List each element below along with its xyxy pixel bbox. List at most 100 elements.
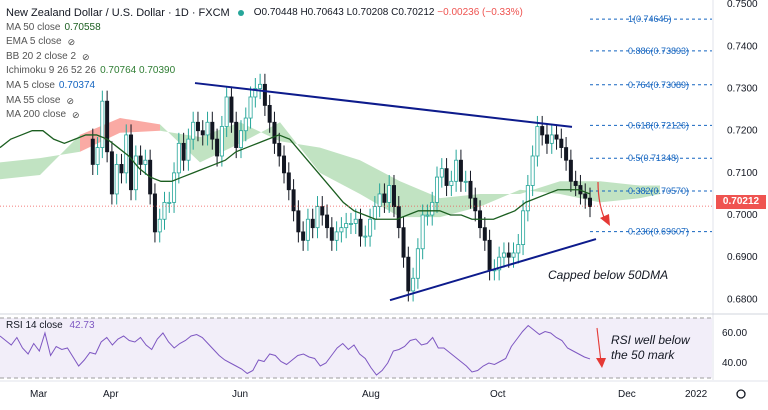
candle-body <box>191 121 196 140</box>
indicator-row[interactable]: MA 55 close ⊘ <box>6 94 523 109</box>
candle-body <box>200 130 205 136</box>
lower-trendline <box>389 238 597 302</box>
chart-legend: New Zealand Dollar / U.S. Dollar · 1D · … <box>6 6 523 123</box>
indicator-row[interactable]: Ichimoku 9 26 52 26 0.70764 0.70390 <box>6 64 523 79</box>
fib-level-label: 0.764(0.73089) <box>628 80 689 90</box>
candle-body <box>401 227 406 258</box>
legend-title-row: New Zealand Dollar / U.S. Dollar · 1D · … <box>6 6 523 21</box>
candle-body <box>430 201 435 216</box>
rsi-arrow-head-icon <box>596 358 606 368</box>
candle-body <box>238 130 243 148</box>
candle-body <box>439 168 444 178</box>
ichimoku-cloud-segment <box>600 181 640 203</box>
candle-body <box>358 218 363 237</box>
candle-body <box>234 121 239 148</box>
y-tick-label: 0.7100 <box>727 168 758 179</box>
indicator-row[interactable]: MA 5 close 0.70374 <box>6 79 523 94</box>
indicator-label: MA 5 close <box>6 79 55 91</box>
candle-body <box>425 214 430 217</box>
candle-body <box>277 142 282 157</box>
ichimoku-cloud-segment <box>640 185 660 199</box>
candle-body <box>95 147 100 165</box>
ohlc-readout: O0.70448 H0.70643 L0.70208 C0.70212 −0.0… <box>254 6 523 21</box>
indicator-row[interactable]: BB 20 2 close 2 ⊘ <box>6 50 523 65</box>
candle-body <box>325 214 330 229</box>
ohlc-change: −0.00236 (−0.33%) <box>437 7 523 18</box>
hidden-eye-icon[interactable]: ⊘ <box>66 95 75 106</box>
candle-body <box>258 83 263 89</box>
candle-body <box>305 218 310 241</box>
candle-body <box>138 155 143 165</box>
candle-body <box>554 134 559 140</box>
indicator-value: 0.70764 0.70390 <box>100 65 176 77</box>
y-tick-label: 0.7300 <box>727 84 758 95</box>
ichimoku-cloud-segment <box>40 134 80 175</box>
rsi-legend: RSI 14 close 42.73 <box>6 320 95 331</box>
indicator-label: Ichimoku 9 26 52 26 <box>6 65 97 77</box>
candle-body <box>530 155 535 186</box>
candle-body <box>186 138 191 161</box>
ichimoku-cloud-segment <box>520 181 560 194</box>
ichimoku-cloud-segment <box>320 147 360 194</box>
x-tick-label: Oct <box>490 389 506 400</box>
candle-body <box>248 96 253 119</box>
candle-body <box>468 180 473 199</box>
ichimoku-cloud-segment <box>280 122 320 173</box>
candle-body <box>296 210 301 233</box>
fib-level-label: 0.886(0.73893) <box>628 46 689 56</box>
candle-body <box>215 138 220 157</box>
candle-body <box>458 159 463 182</box>
ma50-line <box>0 130 591 220</box>
hidden-eye-icon[interactable]: ⊘ <box>72 110 80 121</box>
rsi-line <box>0 324 591 376</box>
candle-body <box>506 252 511 258</box>
settings-gear-icon <box>736 389 746 399</box>
ichimoku-cloud-segment <box>0 158 40 180</box>
candle-body <box>176 142 181 174</box>
candle-body <box>435 176 440 203</box>
candle-body <box>544 134 549 144</box>
candle-body <box>339 227 344 233</box>
indicator-value: 0.70558 <box>64 21 101 33</box>
hidden-eye-icon[interactable]: ⊘ <box>67 37 76 48</box>
candle-body <box>224 96 229 127</box>
fib-level-label: 0.236(0.69607) <box>628 227 689 237</box>
candle-body <box>444 168 449 186</box>
candle-body <box>172 172 177 203</box>
candle-body <box>382 193 387 203</box>
candle-body <box>219 126 224 157</box>
candle-body <box>372 206 377 220</box>
candle-body <box>157 218 162 233</box>
candle-body <box>181 142 186 161</box>
candle-body <box>109 151 114 195</box>
candle-body <box>286 172 291 191</box>
candle-body <box>535 126 540 157</box>
indicator-row[interactable]: MA 200 close ⊘ <box>6 108 523 123</box>
candle-body <box>487 239 492 271</box>
candle-body <box>152 193 157 233</box>
ichimoku-cloud-segment <box>80 118 120 152</box>
candle-body <box>387 185 392 203</box>
candle-body <box>583 193 588 199</box>
rsi-tick-label: 40.00 <box>722 358 747 369</box>
candle-body <box>549 134 554 144</box>
hidden-eye-icon[interactable]: ⊘ <box>82 51 90 62</box>
rsi-tick-label: 60.00 <box>722 328 747 339</box>
ohlc-open: O0.70448 <box>253 7 298 18</box>
candle-body <box>291 189 296 212</box>
indicator-row[interactable]: MA 50 close 0.70558 <box>6 21 523 36</box>
indicator-row[interactable]: EMA 5 close ⊘ <box>6 35 523 50</box>
y-tick-label: 0.7000 <box>727 210 758 221</box>
symbol-title: New Zealand Dollar / U.S. Dollar · 1D · … <box>6 7 230 19</box>
candle-body <box>415 248 420 279</box>
x-tick-label: Aug <box>362 389 380 400</box>
rsi-annotation: RSI well below the 50 mark <box>611 333 690 362</box>
candle-body <box>320 206 325 216</box>
candle-body <box>129 134 134 191</box>
candle-body <box>363 235 368 238</box>
candle-body <box>353 218 358 224</box>
ichimoku-cloud-segment <box>480 189 520 207</box>
candle-body <box>90 138 95 165</box>
